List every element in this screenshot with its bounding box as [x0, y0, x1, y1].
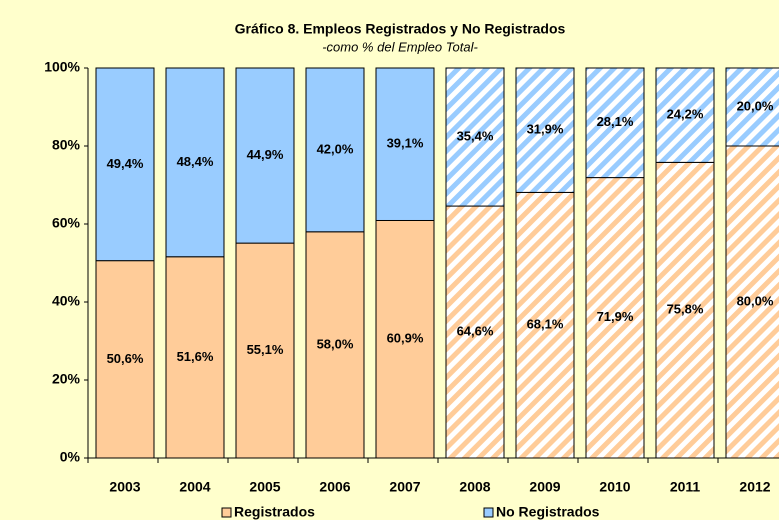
- value-label: 24,2%: [667, 107, 704, 122]
- bar-segment: [515, 191, 575, 459]
- x-tick-label: 2009: [529, 479, 560, 495]
- y-tick-label: 80%: [52, 137, 81, 153]
- bar-segment: [445, 67, 505, 207]
- bar-segment: [305, 67, 365, 233]
- value-label: 49,4%: [107, 156, 144, 171]
- value-label: 50,6%: [107, 351, 144, 366]
- value-label: 44,9%: [247, 147, 284, 162]
- x-tick-label: 2006: [319, 479, 350, 495]
- bar-segment: [375, 67, 435, 221]
- value-label: 48,4%: [177, 154, 214, 169]
- legend-swatch: [483, 507, 494, 518]
- bar-segment: [235, 242, 295, 459]
- value-label: 80,0%: [737, 293, 774, 308]
- bar-segment: [515, 67, 575, 193]
- value-label: 51,6%: [177, 349, 214, 364]
- value-label: 64,6%: [457, 323, 494, 338]
- x-tick-label: 2010: [599, 479, 630, 495]
- bar-segment: [725, 145, 779, 459]
- value-label: 42,0%: [317, 141, 354, 156]
- y-tick-label: 40%: [52, 293, 81, 309]
- bar-segment: [725, 67, 779, 147]
- x-tick-label: 2007: [389, 479, 420, 495]
- value-label: 60,9%: [387, 331, 424, 346]
- value-label: 58,0%: [317, 336, 354, 351]
- x-tick-label: 2003: [109, 479, 140, 495]
- value-label: 39,1%: [387, 136, 424, 151]
- value-label: 71,9%: [597, 309, 634, 324]
- value-label: 55,1%: [247, 342, 284, 357]
- chart-subtitle: -como % del Empleo Total-: [322, 39, 478, 54]
- value-label: 35,4%: [457, 128, 494, 143]
- value-label: 20,0%: [737, 98, 774, 113]
- bar-segment: [585, 177, 645, 459]
- bar-segment: [655, 67, 715, 163]
- x-tick-label: 2008: [459, 479, 490, 495]
- x-tick-label: 2005: [249, 479, 280, 495]
- x-tick-label: 2011: [670, 479, 701, 495]
- x-tick-label: 2012: [739, 479, 770, 495]
- y-tick-label: 60%: [52, 215, 81, 231]
- bar-segment: [445, 205, 505, 459]
- legend-swatch: [221, 507, 232, 518]
- bar-segment: [375, 219, 435, 459]
- y-tick-label: 20%: [52, 371, 81, 387]
- legend-label: No Registrados: [496, 504, 600, 520]
- y-tick-label: 100%: [44, 59, 80, 75]
- bar-segment: [235, 67, 295, 244]
- value-label: 75,8%: [667, 302, 704, 317]
- bar-segment: [305, 231, 365, 459]
- x-tick-label: 2004: [179, 479, 210, 495]
- value-label: 31,9%: [527, 122, 564, 137]
- bar-segment: [165, 67, 225, 258]
- bar-segment: [95, 67, 155, 262]
- value-label: 68,1%: [527, 317, 564, 332]
- chart-title: Gráfico 8. Empleos Registrados y No Regi…: [235, 21, 566, 37]
- bar-segment: [95, 260, 155, 459]
- y-tick-label: 0%: [60, 449, 81, 465]
- bar-segment: [585, 67, 645, 179]
- bar-segment: [165, 256, 225, 459]
- legend-label: Registrados: [234, 504, 315, 520]
- bar-segment: [655, 161, 715, 459]
- value-label: 28,1%: [597, 114, 634, 129]
